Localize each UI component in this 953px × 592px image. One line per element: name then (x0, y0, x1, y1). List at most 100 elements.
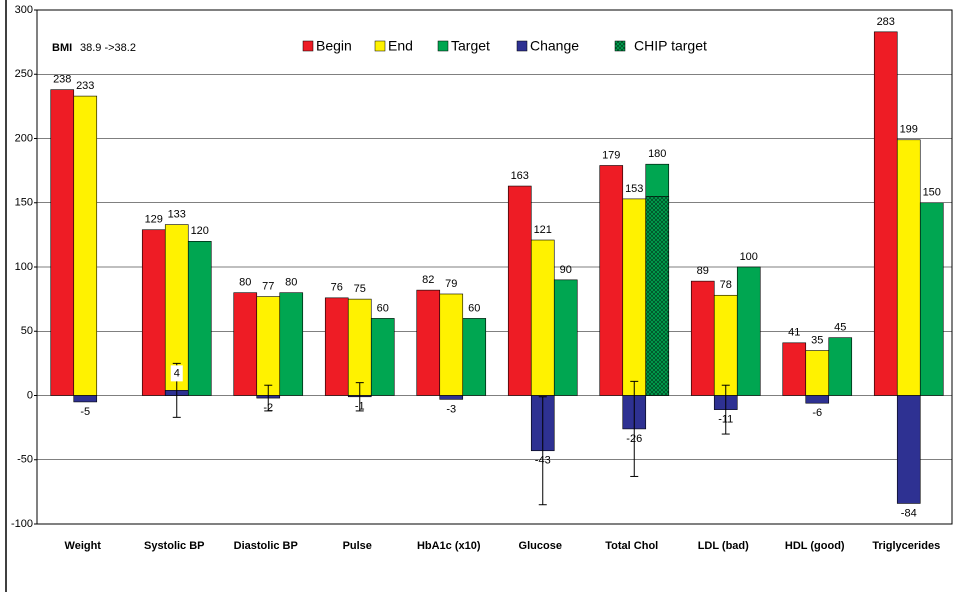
data-label: 80 (285, 277, 297, 289)
bar (347, 298, 372, 396)
data-label: -2 (263, 402, 273, 414)
data-label: 60 (377, 302, 389, 314)
data-label: 89 (697, 265, 709, 277)
data-label: 129 (145, 214, 163, 226)
data-label: 153 (625, 183, 643, 195)
bar (50, 89, 75, 396)
bar (553, 279, 578, 396)
data-label: 4 (174, 367, 180, 379)
y-tick-label: -50 (17, 454, 33, 466)
bar (233, 292, 258, 396)
bar (713, 294, 738, 396)
data-label: 180 (648, 148, 666, 160)
data-label: 120 (191, 225, 209, 237)
x-tick-label: Diastolic BP (234, 540, 298, 552)
data-label: 199 (900, 124, 918, 136)
legend-label: End (388, 38, 413, 54)
bar (507, 185, 532, 396)
legend-swatch (614, 40, 626, 52)
bar (439, 395, 464, 400)
bar (782, 342, 807, 396)
data-label: -11 (718, 414, 733, 426)
bar (622, 198, 647, 396)
data-label: 100 (740, 251, 758, 263)
bar (805, 395, 830, 404)
legend-swatch (437, 40, 449, 52)
x-tick-label: Pulse (343, 540, 372, 552)
bar (736, 266, 761, 396)
annotation-text: 38.9 ->38.2 (80, 42, 136, 54)
bar (828, 337, 853, 396)
legend-label: Begin (316, 38, 352, 54)
bar (599, 165, 624, 396)
bar (187, 241, 212, 396)
bar (439, 293, 464, 396)
y-tick-label: 250 (15, 68, 33, 80)
y-tick-label: 0 (27, 389, 33, 401)
bar (416, 289, 441, 396)
data-label: -6 (812, 407, 822, 419)
data-label: 78 (720, 279, 732, 291)
data-label: 45 (834, 322, 846, 334)
x-tick-label: HDL (good) (785, 540, 845, 552)
data-label: 121 (534, 224, 552, 236)
annotation-label: BMI (52, 42, 72, 54)
data-label: 60 (468, 302, 480, 314)
y-tick-label: 200 (15, 132, 33, 144)
y-tick-label: 150 (15, 197, 33, 209)
bar (279, 292, 304, 396)
data-label: 79 (445, 278, 457, 290)
legend-swatch (516, 40, 528, 52)
bar (873, 31, 898, 396)
data-label: 150 (923, 187, 941, 199)
legend-label: CHIP target (634, 38, 707, 54)
bar (919, 202, 944, 396)
bar (645, 196, 670, 396)
y-tick-label: -100 (11, 518, 33, 530)
data-label: 76 (331, 282, 343, 294)
bar (73, 95, 98, 396)
y-tick-label: 50 (21, 325, 33, 337)
data-label: -26 (626, 433, 642, 445)
data-label: -43 (535, 455, 551, 467)
bar (805, 350, 830, 396)
x-tick-label: Triglycerides (872, 540, 940, 552)
data-label: 233 (76, 80, 94, 92)
x-tick-label: Glucose (519, 540, 562, 552)
bar (530, 239, 555, 396)
x-tick-label: Systolic BP (144, 540, 205, 552)
bar (690, 280, 715, 396)
data-label: 75 (354, 283, 366, 295)
data-label: 163 (511, 170, 529, 182)
bar (462, 318, 487, 396)
legend-label: Target (451, 38, 490, 54)
x-tick-label: Total Chol (605, 540, 658, 552)
legend-label: Change (530, 38, 579, 54)
label-bg (170, 365, 183, 382)
bar (896, 139, 921, 396)
y-tick-label: 100 (15, 261, 33, 273)
data-label: 35 (811, 334, 823, 346)
data-label: -3 (446, 403, 456, 415)
y-tick-label: 300 (15, 4, 33, 16)
legend-swatch (374, 40, 386, 52)
data-label: 77 (262, 280, 274, 292)
data-label: 41 (788, 327, 800, 339)
bar (73, 395, 98, 403)
x-tick-label: HbA1c (x10) (417, 540, 481, 552)
bar (256, 296, 281, 396)
data-label: -5 (80, 406, 90, 418)
x-tick-label: Weight (65, 540, 102, 552)
legend-swatch (302, 40, 314, 52)
data-label: 90 (560, 264, 572, 276)
data-label: 238 (53, 74, 71, 86)
bar (141, 229, 166, 396)
data-label: 133 (168, 209, 186, 221)
data-label: 179 (602, 149, 620, 161)
data-label: 283 (877, 16, 895, 28)
data-label: -1 (355, 401, 365, 413)
data-label: -84 (901, 507, 917, 519)
data-label: 80 (239, 277, 251, 289)
x-tick-label: LDL (bad) (698, 540, 749, 552)
